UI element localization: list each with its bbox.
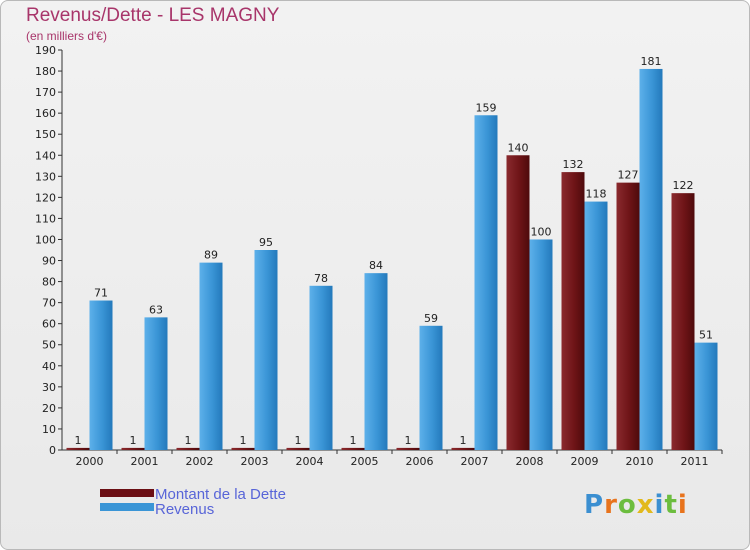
data-label: 1	[405, 434, 412, 447]
bar-revenus	[474, 115, 498, 451]
data-label: 140	[508, 141, 529, 154]
y-tick-label: 30	[42, 381, 56, 394]
bar-dette	[66, 447, 90, 450]
legend-swatch-debt	[100, 489, 154, 497]
logo-letter: i	[677, 490, 688, 520]
x-tick-label: 2004	[296, 455, 324, 468]
data-label: 100	[531, 225, 552, 238]
x-tick-label: 2008	[516, 455, 544, 468]
bar-revenus	[309, 285, 333, 450]
data-label: 1	[350, 434, 357, 447]
data-label: 118	[586, 188, 607, 201]
x-tick-label: 2000	[76, 455, 104, 468]
bar-dette	[231, 447, 255, 450]
data-label: 51	[699, 329, 713, 342]
data-label: 63	[149, 303, 163, 316]
x-tick-label: 2005	[351, 455, 379, 468]
bar-dette	[561, 172, 585, 450]
bar-dette	[121, 447, 145, 450]
data-label: 1	[75, 434, 82, 447]
logo-letter: P	[584, 490, 605, 520]
y-tick-label: 150	[35, 128, 56, 141]
x-tick-label: 2010	[626, 455, 654, 468]
data-label: 1	[460, 434, 467, 447]
legend-label-revenus: Revenus	[155, 501, 214, 518]
y-tick-label: 180	[35, 65, 56, 78]
data-label: 159	[476, 101, 497, 114]
data-label: 78	[314, 272, 328, 285]
bars: 1711631891951781841591159140100132118127…	[66, 55, 718, 451]
data-label: 127	[618, 169, 639, 182]
bar-revenus	[364, 273, 388, 450]
proxiti-logo: Proxiti	[584, 490, 688, 520]
bar-revenus	[89, 300, 113, 450]
y-tick-label: 120	[35, 191, 56, 204]
x-tick-label: 2003	[241, 455, 269, 468]
data-label: 89	[204, 249, 218, 262]
y-tick-label: 40	[42, 360, 56, 373]
bar-dette	[396, 447, 420, 450]
logo-letter: r	[604, 490, 618, 520]
y-tick-label: 70	[42, 297, 56, 310]
x-tick-label: 2006	[406, 455, 434, 468]
chart-subtitle: (en milliers d'€)	[26, 29, 107, 43]
x-tick-label: 2001	[131, 455, 159, 468]
y-tick-label: 50	[42, 339, 56, 352]
bar-revenus	[529, 239, 553, 450]
bar-dette	[506, 155, 530, 450]
y-tick-label: 140	[35, 149, 56, 162]
bar-revenus	[694, 342, 718, 450]
bar-revenus	[199, 262, 223, 450]
bar-dette	[341, 447, 365, 450]
x-tick-label: 2011	[681, 455, 709, 468]
legend: Montant de la Dette Revenus	[100, 486, 286, 518]
data-label: 122	[673, 179, 694, 192]
y-tick-label: 0	[49, 444, 56, 457]
x-tick-label: 2009	[571, 455, 599, 468]
y-tick-label: 80	[42, 276, 56, 289]
y-tick-label: 170	[35, 86, 56, 99]
logo-letter: o	[617, 490, 637, 520]
data-label: 1	[240, 434, 247, 447]
legend-label-debt: Montant de la Dette	[155, 486, 286, 503]
y-tick-label: 10	[42, 423, 56, 436]
x-tick-label: 2002	[186, 455, 214, 468]
bar-revenus	[254, 250, 278, 450]
axes: 0 10 20 30 40 50 60 70 80 90 100 110 120 130 140 150 160…	[35, 44, 723, 468]
y-tick-label: 110	[35, 212, 56, 225]
y-tick-label: 100	[35, 233, 56, 246]
bar-dette	[616, 182, 640, 450]
logo-letter: i	[654, 490, 665, 520]
bar-dette	[176, 447, 200, 450]
data-label: 132	[563, 158, 584, 171]
bar-revenus	[144, 317, 168, 450]
logo-letter: t	[664, 490, 678, 520]
data-label: 1	[295, 434, 302, 447]
bar-revenus	[419, 325, 443, 450]
bar-revenus	[639, 68, 663, 451]
data-label: 95	[259, 236, 273, 249]
data-label: 181	[641, 55, 662, 68]
data-label: 59	[424, 312, 438, 325]
data-label: 1	[185, 434, 192, 447]
bar-dette	[671, 193, 695, 450]
data-label: 1	[130, 434, 137, 447]
y-tick-label: 130	[35, 170, 56, 183]
data-label: 84	[369, 259, 383, 272]
logo-letter: x	[636, 490, 655, 520]
chart-title: Revenus/Dette - LES MAGNY	[26, 5, 280, 26]
bar-revenus	[584, 201, 608, 450]
legend-swatch-revenus	[100, 503, 154, 511]
y-tick-label: 90	[42, 255, 56, 268]
y-tick-label: 160	[35, 107, 56, 120]
y-tick-label: 190	[35, 44, 56, 57]
bar-dette	[451, 447, 475, 450]
y-tick-label: 60	[42, 318, 56, 331]
bar-dette	[286, 447, 310, 450]
x-tick-label: 2007	[461, 455, 489, 468]
data-label: 71	[94, 287, 108, 300]
y-tick-label: 20	[42, 402, 56, 415]
